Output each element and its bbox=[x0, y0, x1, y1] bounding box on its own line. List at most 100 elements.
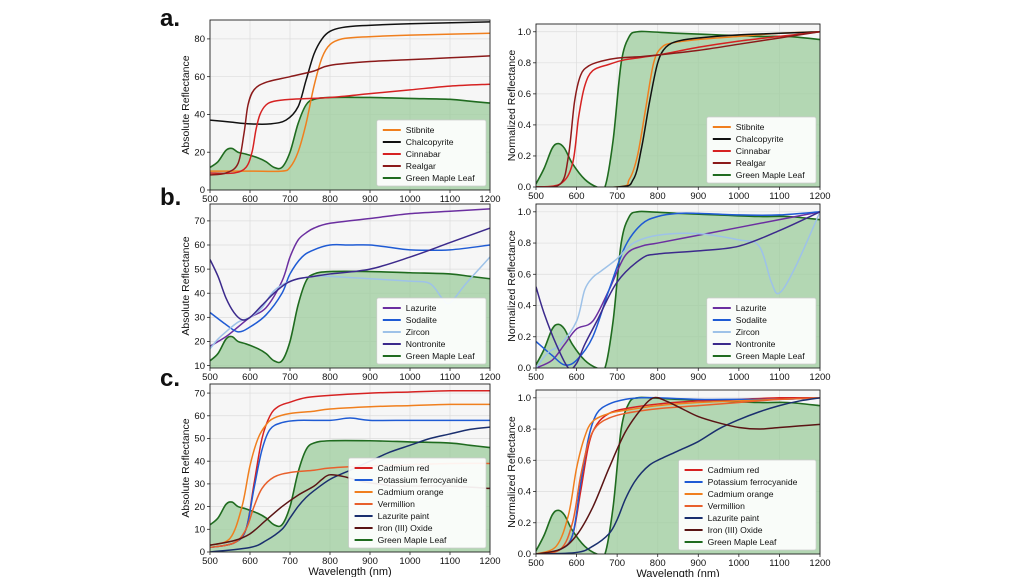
x-tick-label: 1000 bbox=[399, 556, 420, 567]
legend-label: Green Maple Leaf bbox=[708, 537, 777, 547]
series-line bbox=[536, 397, 820, 554]
series-line bbox=[536, 31, 820, 187]
legend-label: Cadmium red bbox=[708, 465, 760, 475]
x-tick-label: 1000 bbox=[728, 372, 749, 383]
legend-label: Lazurite bbox=[736, 303, 767, 313]
y-tick-label: 40 bbox=[194, 456, 205, 467]
row-label-b: b. bbox=[160, 184, 181, 211]
legend-box bbox=[376, 119, 487, 187]
y-axis-label: Normalized Reflectance bbox=[506, 50, 518, 162]
plot-frame bbox=[209, 383, 491, 553]
x-tick-label: 800 bbox=[650, 372, 666, 383]
series-line bbox=[210, 55, 490, 176]
legend-label: Iron (III) Oxide bbox=[708, 525, 763, 535]
y-tick-label: 0.2 bbox=[518, 332, 531, 343]
x-tick-label: 800 bbox=[650, 191, 666, 202]
series-line bbox=[536, 397, 820, 554]
x-tick-label: 600 bbox=[569, 372, 585, 383]
x-tick-label: 900 bbox=[362, 194, 378, 205]
plot-frame bbox=[209, 19, 491, 191]
chart-panel: 500 600 700 800 900 1000 1100 1200 10 20 30 40 50 60 7… bbox=[180, 203, 501, 383]
x-tick-label: 800 bbox=[650, 558, 666, 569]
y-tick-label: 0.0 bbox=[518, 182, 531, 193]
x-tick-label: 1100 bbox=[440, 194, 460, 205]
x-tick-label: 600 bbox=[242, 194, 258, 205]
series-line bbox=[536, 211, 820, 368]
legend-label: Sodalite bbox=[406, 315, 437, 325]
y-tick-label: 0.6 bbox=[518, 89, 531, 100]
y-tick-label: 0.2 bbox=[518, 518, 531, 529]
x-tick-label: 500 bbox=[202, 372, 218, 383]
x-tick-label: 900 bbox=[690, 191, 706, 202]
series-line bbox=[210, 227, 490, 321]
y-axis-label: Absolute Reflectance bbox=[180, 418, 192, 517]
legend-label: Lazurite paint bbox=[708, 513, 760, 523]
x-tick-label: 1200 bbox=[809, 558, 830, 569]
legend-label: Green Maple Leaf bbox=[736, 170, 805, 180]
y-tick-label: 30 bbox=[194, 313, 205, 324]
x-tick-label: 900 bbox=[690, 558, 706, 569]
y-tick-label: 70 bbox=[194, 216, 205, 227]
series-line bbox=[210, 270, 490, 364]
y-tick-label: 60 bbox=[194, 240, 205, 251]
x-tick-label: 700 bbox=[609, 191, 625, 202]
x-tick-label: 600 bbox=[242, 372, 258, 383]
legend-label: Potassium ferrocyanide bbox=[708, 477, 798, 487]
y-tick-label: 0.8 bbox=[518, 58, 531, 69]
y-tick-label: 1.0 bbox=[518, 27, 531, 38]
y-tick-label: 0.4 bbox=[518, 487, 531, 498]
legend-label: Zircon bbox=[736, 327, 760, 337]
plot-frame bbox=[209, 203, 491, 369]
y-axis-label: Normalized Reflectance bbox=[506, 416, 518, 528]
series-line bbox=[210, 32, 490, 173]
legend-label: Realgar bbox=[406, 161, 436, 171]
x-axis-label: Wavelength (nm) bbox=[308, 566, 391, 577]
series-line bbox=[210, 21, 490, 125]
legend-box bbox=[706, 116, 817, 184]
x-tick-label: 1200 bbox=[479, 556, 500, 567]
x-tick-label: 800 bbox=[322, 372, 338, 383]
x-tick-label: 900 bbox=[362, 556, 378, 567]
series-line bbox=[536, 211, 820, 368]
x-tick-label: 700 bbox=[609, 558, 625, 569]
legend-label: Cadmium orange bbox=[708, 489, 774, 499]
chart-panels: 500 600 700 800 900 1000 1100 1200020406080Abso… bbox=[180, 19, 831, 577]
legend-label: Green Maple Leaf bbox=[406, 173, 475, 183]
legend-box bbox=[348, 457, 487, 549]
x-tick-label: 1200 bbox=[479, 372, 500, 383]
series-line bbox=[210, 83, 490, 175]
legend-label: Nontronite bbox=[406, 339, 446, 349]
legend-label: Cadmium orange bbox=[378, 487, 444, 497]
y-tick-label: 60 bbox=[194, 72, 205, 83]
legend-label: Zircon bbox=[406, 327, 430, 337]
series-line bbox=[536, 396, 820, 554]
y-tick-label: 50 bbox=[194, 434, 205, 445]
series-line bbox=[210, 208, 490, 347]
x-tick-label: 500 bbox=[202, 194, 218, 205]
legend-label: Chalcopyrite bbox=[406, 137, 454, 147]
x-axis-label: Wavelength (nm) bbox=[636, 568, 719, 577]
x-tick-label: 1100 bbox=[440, 372, 460, 383]
series-line bbox=[210, 243, 490, 333]
legend-label: Green Maple Leaf bbox=[378, 535, 447, 545]
plot-frame bbox=[535, 389, 821, 555]
legend-label: Realgar bbox=[736, 158, 766, 168]
x-tick-label: 600 bbox=[569, 191, 585, 202]
y-tick-label: 0.6 bbox=[518, 455, 531, 466]
x-tick-label: 800 bbox=[322, 194, 338, 205]
chart-panel: 500 600 700 800 900 1000 1100 1200 0.0 0.2 0.4 0.6 0… bbox=[506, 389, 831, 577]
x-tick-label: 800 bbox=[322, 556, 338, 567]
x-tick-label: 1000 bbox=[728, 558, 749, 569]
y-tick-label: 20 bbox=[194, 337, 205, 348]
x-tick-label: 1000 bbox=[399, 372, 420, 383]
y-tick-label: 0.2 bbox=[518, 151, 531, 162]
x-tick-label: 700 bbox=[282, 372, 298, 383]
series-line bbox=[536, 30, 820, 187]
x-tick-label: 500 bbox=[528, 372, 544, 383]
y-tick-label: 0.4 bbox=[518, 120, 531, 131]
legend-label: Stibnite bbox=[406, 125, 435, 135]
y-tick-label: 40 bbox=[194, 110, 205, 121]
legend: Stibnite Chalcopyrite Cinnabar Realgar Green… bbox=[376, 119, 487, 187]
legend-label: Nontronite bbox=[736, 339, 776, 349]
y-tick-label: 0.0 bbox=[518, 363, 531, 374]
